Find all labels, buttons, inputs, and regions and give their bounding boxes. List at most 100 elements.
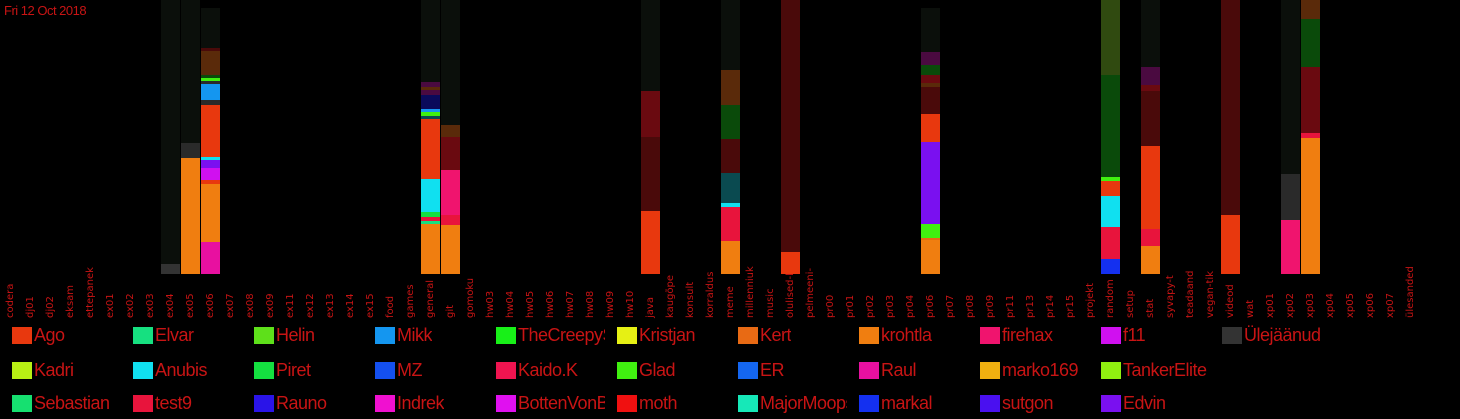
bar-segment-general-3 <box>421 212 440 217</box>
bar-segment-java-1 <box>641 137 660 211</box>
x-tick-label-62: wat <box>1245 300 1256 318</box>
legend-item-0-9: f11 <box>1089 323 1210 347</box>
x-tick-label-66: xp04 <box>1325 293 1336 318</box>
x-tick-label-9: ex05 <box>185 293 196 318</box>
bar-segment-ex06-13 <box>201 48 220 51</box>
bar-segment-stat-1 <box>1141 229 1160 246</box>
x-tick-label-11: ex07 <box>225 293 236 318</box>
legend-item-1-4: Kaido.K <box>484 358 605 382</box>
x-tick-label-39: olulised-l <box>785 273 796 318</box>
bar-segment-pr06-1 <box>921 238 940 240</box>
x-tick-label-44: pr03 <box>885 295 896 318</box>
x-tick-label-6: ex02 <box>125 293 136 318</box>
legend-swatch <box>1222 326 1242 344</box>
legend-item-1-7: Raul <box>847 358 968 382</box>
x-tick-label-48: pr08 <box>965 295 976 318</box>
legend-label: Indrek <box>397 392 445 413</box>
bar-segment-ex04-0 <box>161 264 180 274</box>
bar-segment-xp03-2 <box>1301 67 1320 133</box>
x-tick-label-30: hw09 <box>605 291 616 318</box>
bar-segment-git-4 <box>441 125 460 137</box>
x-tick-label-54: projekt <box>1085 283 1096 318</box>
bar-segment-general-13 <box>421 0 440 82</box>
legend-swatch <box>980 326 1000 344</box>
x-tick-label-65: xp03 <box>1305 293 1316 318</box>
legend-swatch <box>617 394 637 412</box>
legend-label: test9 <box>155 392 192 413</box>
legend-label: f11 <box>1123 324 1146 345</box>
legend-swatch <box>859 361 879 379</box>
x-tick-label-55: random <box>1105 279 1116 318</box>
legend-swatch <box>254 361 274 379</box>
legend-label: sutgon <box>1002 392 1054 413</box>
x-tick-label-1: dj01 <box>25 296 36 318</box>
x-tick-label-53: pr15 <box>1065 295 1076 318</box>
legend-item-2-2: Rauno <box>242 391 363 415</box>
bar-segment-ex05-1 <box>181 143 200 158</box>
legend-swatch <box>133 326 153 344</box>
x-tick-label-58: syvapy-t <box>1165 275 1176 318</box>
x-tick-label-64: xp02 <box>1285 293 1296 318</box>
x-tick-label-46: pr06 <box>925 295 936 318</box>
legend-label: MZ <box>397 359 422 380</box>
legend-item-2-7: markal <box>847 391 968 415</box>
legend-item-2-5: moth <box>605 391 726 415</box>
x-tick-label-36: meme <box>725 286 736 318</box>
legend-item-2-8: sutgon <box>968 391 1089 415</box>
legend-label: TheCreepySh <box>518 324 605 345</box>
legend-swatch <box>254 394 274 412</box>
x-tick-label-0: codera <box>5 284 16 318</box>
bar-segment-meme-6 <box>721 70 740 105</box>
bar-segment-random-3 <box>1101 181 1120 196</box>
x-tick-label-24: hw03 <box>485 291 496 318</box>
bar-segment-git-5 <box>441 0 460 125</box>
bar-segment-ex06-10 <box>201 78 220 81</box>
bar-segment-xp03-1 <box>1301 133 1320 138</box>
x-tick-label-17: ex14 <box>345 293 356 318</box>
x-tick-label-21: general <box>425 280 436 318</box>
x-tick-label-12: ex08 <box>245 293 256 318</box>
legend-item-1-2: Piret <box>242 358 363 382</box>
legend-label: moth <box>639 392 678 413</box>
x-tick-label-5: ex01 <box>105 293 116 318</box>
x-tick-label-4: ettepanek <box>85 267 96 318</box>
x-tick-label-7: ex03 <box>145 293 156 318</box>
legend-item-2-4: BottenVonBot <box>484 391 605 415</box>
legend-item-0-0: Ago <box>0 323 121 347</box>
legend-swatch <box>375 394 395 412</box>
legend-label: TankerElite <box>1123 359 1207 380</box>
x-tick-label-33: kaugõpe <box>665 275 676 318</box>
x-tick-label-42: pr01 <box>845 295 856 318</box>
legend-label: krohtla <box>881 324 932 345</box>
bar-segment-general-1 <box>421 221 440 224</box>
bar-segment-pr06-0 <box>921 240 940 274</box>
x-tick-label-61: videod <box>1225 284 1236 318</box>
legend-item-2-1: test9 <box>121 391 242 415</box>
legend-swatch <box>254 326 274 344</box>
bar-segment-meme-3 <box>721 173 740 203</box>
x-tick-label-56: setup <box>1125 290 1136 318</box>
legend-item-2-9: Edvin <box>1089 391 1210 415</box>
legend-label: Mikk <box>397 324 432 345</box>
bar-segment-git-1 <box>441 215 460 225</box>
bar-segment-general-9 <box>421 95 440 109</box>
bar-segment-java-2 <box>641 91 660 137</box>
bar-segment-git-0 <box>441 225 460 274</box>
legend-label: Kristjan <box>639 324 696 345</box>
legend-label: markal <box>881 392 933 413</box>
bar-segment-ex06-14 <box>201 8 220 48</box>
bar-segment-ex06-8 <box>201 84 220 100</box>
bar-segment-general-6 <box>421 116 440 119</box>
bar-segment-pr06-8 <box>921 65 940 75</box>
legend-swatch <box>980 394 1000 412</box>
legend-item-2-3: Indrek <box>363 391 484 415</box>
legend-label: marko169 <box>1002 359 1079 380</box>
legend-label: Piret <box>276 359 311 380</box>
bar-segment-pr06-4 <box>921 114 940 142</box>
x-tick-label-28: hw07 <box>565 291 576 318</box>
bar-segment-xp03-3 <box>1301 19 1320 67</box>
bar-segment-general-8 <box>421 109 440 112</box>
legend-swatch <box>12 326 32 344</box>
legend-item-0-1: Elvar <box>121 323 242 347</box>
bar-segment-ex06-12 <box>201 51 220 75</box>
